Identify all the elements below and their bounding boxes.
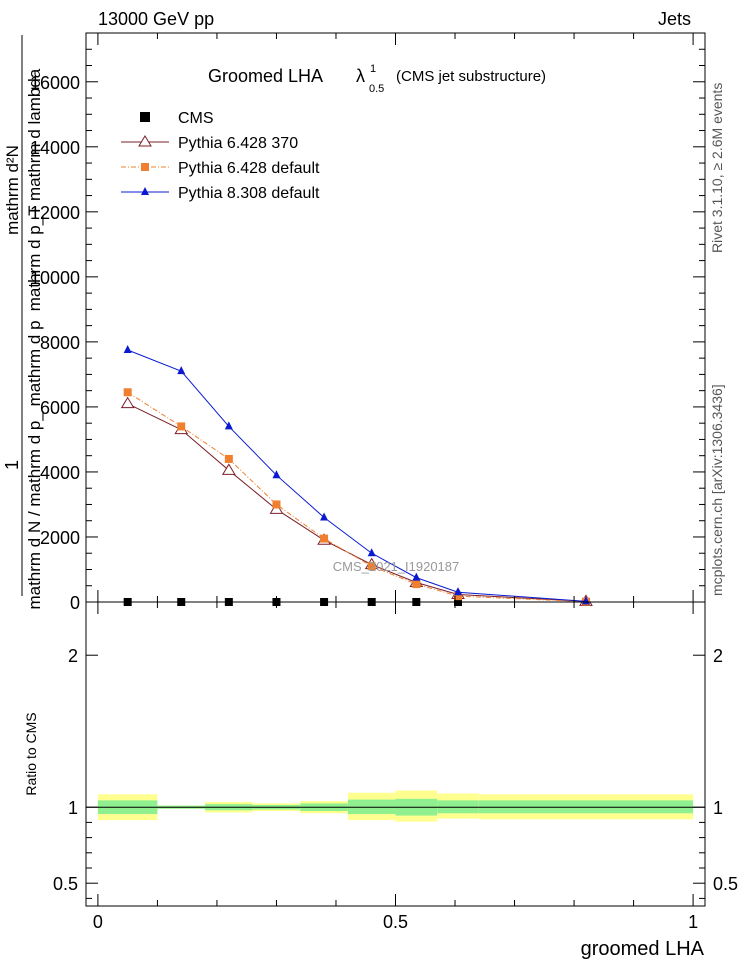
chart-title: Groomed LHA λ 1 0.5 (CMS jet substructur…: [208, 63, 546, 95]
ylabel-denominator: mathrm d N / mathrm d p_ mathrm d p: [25, 320, 44, 609]
mcplots-text: mcplots.cern.ch [arXiv:1306.3436]: [709, 384, 725, 596]
data-point-pythia-8-308-default: [272, 470, 281, 479]
data-point-pythia-6-428-default: [453, 592, 462, 601]
legend-marker-pythia-6-428-default: [141, 163, 149, 171]
y-tick-label: 12000: [30, 203, 80, 223]
header-left: 13000 GeV pp: [98, 9, 214, 29]
ratio-y-tick-label-left: 0.5: [53, 874, 78, 894]
legend-label-pythia-8-308-default: Pythia 8.308 default: [178, 185, 320, 202]
x-tick-label: 0: [93, 912, 103, 932]
title-symbol: λ: [356, 66, 365, 86]
ylabel-derivative: mathrm d²N: [3, 145, 22, 235]
data-point-pythia-6-428-370: [221, 463, 236, 475]
legend-label-cms: CMS: [178, 110, 214, 127]
y-tick-label: 0: [70, 593, 80, 613]
rivet-text: Rivet 3.1.10, ≥ 2.6M events: [709, 83, 725, 253]
data-point-pythia-8-308-default: [224, 421, 233, 430]
y-tick-label: 16000: [30, 73, 80, 93]
data-point-pythia-6-428-default: [412, 580, 421, 589]
series-line-pythia-6-428-default: [127, 391, 586, 603]
ratio-y-tick-label-right: 1: [713, 798, 723, 818]
data-point-pythia-6-428-default: [224, 454, 233, 463]
data-point-pythia-6-428-default: [123, 388, 132, 397]
ratio-y-tick-label-left: 2: [68, 646, 78, 666]
legend-marker-pythia-6-428-370: [138, 135, 152, 147]
legend: CMS Pythia 6.428 370 Pythia 6.428 default P…: [121, 110, 320, 202]
ratio-y-tick-label-right: 2: [713, 646, 723, 666]
ratio-frame: [85, 601, 706, 907]
header-right: Jets: [658, 9, 691, 29]
data-point-pythia-8-308-default: [177, 366, 186, 375]
title-main: Groomed LHA: [208, 66, 323, 86]
legend-label-pythia-6-428-default: Pythia 6.428 default: [178, 160, 320, 177]
data-point-pythia-8-308-default: [123, 345, 132, 354]
legend-marker-pythia-8-308-default: [141, 187, 149, 195]
data-point-pythia-8-308-default: [367, 548, 376, 557]
data-point-pythia-6-428-default: [367, 562, 376, 571]
legend-label-pythia-6-428-370: Pythia 6.428 370: [178, 135, 298, 152]
data-point-pythia-6-428-default: [272, 500, 281, 509]
data-point-pythia-6-428-default: [177, 422, 186, 431]
ylabel-derivative-den: mathrm d p_T mathrm d lambda: [25, 68, 44, 311]
x-tick-label: 1: [688, 912, 698, 932]
y-tick-label: 4000: [40, 463, 80, 483]
y-tick-label: 6000: [40, 398, 80, 418]
legend-marker-cms: [140, 112, 150, 122]
data-point-pythia-8-308-default: [412, 572, 421, 581]
y-tick-label: 14000: [30, 138, 80, 158]
data-point-pythia-8-308-default: [453, 587, 462, 596]
y-tick-label: 2000: [40, 528, 80, 548]
data-point-pythia-6-428-370: [120, 396, 135, 409]
data-point-pythia-8-308-default: [320, 512, 329, 521]
ratio-y-tick-label-right: 0.5: [713, 874, 738, 894]
ratio-ylabel: Ratio to CMS: [23, 712, 39, 795]
data-point-pythia-6-428-default: [320, 534, 329, 543]
ratio-y-tick-label-left: 1: [68, 798, 78, 818]
watermark: CMS_2021_I1920187: [333, 559, 460, 574]
y-axis-label: 1 mathrm d N / mathrm d p_ mathrm d p ma…: [2, 35, 44, 610]
main-panel: 0 2000 4000 6000 8000 10000 12000 14000 16000: [30, 32, 706, 613]
ratio-panel: 0.5 0.5 1 1 2 2 0 0.5 1: [53, 601, 738, 932]
y-tick-label: 10000: [30, 268, 80, 288]
x-tick-label: 0.5: [383, 912, 408, 932]
x-axis-label: groomed LHA: [581, 938, 705, 960]
title-sup: 1: [370, 63, 376, 75]
title-note: (CMS jet substructure): [396, 68, 546, 85]
y-tick-label: 8000: [40, 333, 80, 353]
title-sub: 0.5: [369, 83, 384, 95]
ylabel-numerator: 1: [2, 460, 22, 470]
